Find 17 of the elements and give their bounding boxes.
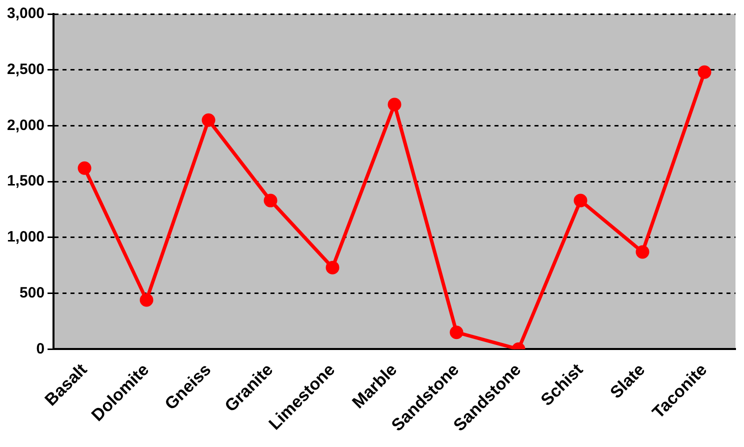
point [388,98,402,112]
point [450,326,464,340]
point [636,245,650,259]
y-tick-label: 1,000 [6,228,45,246]
y-tick-label: 3,000 [6,5,45,22]
point [140,293,154,307]
point [326,260,340,274]
y-tick-label: 1,500 [6,172,45,190]
point [264,194,278,208]
point [202,113,216,127]
point [574,194,588,208]
y-tick-label: 500 [20,284,45,302]
y-tick-label: 2,000 [6,116,45,134]
y-tick-label: 2,500 [6,60,45,78]
point [698,65,712,79]
point [78,161,92,175]
y-tick-label: 0 [36,340,45,358]
